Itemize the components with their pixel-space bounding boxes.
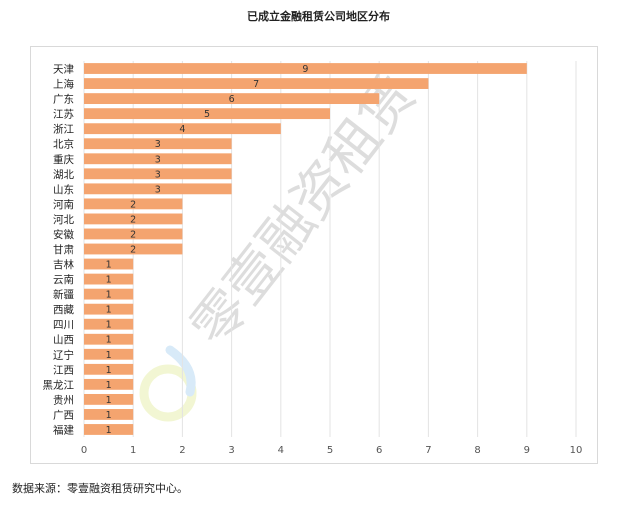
data-label: 3	[155, 184, 161, 195]
data-label: 1	[106, 260, 112, 271]
data-label: 1	[106, 305, 112, 316]
bar	[84, 168, 232, 180]
category-label: 浙江	[53, 124, 74, 136]
category-label: 上海	[53, 78, 74, 91]
x-tick-label: 2	[179, 445, 185, 456]
data-label: 5	[204, 109, 210, 120]
bar	[84, 303, 134, 315]
bar	[84, 424, 134, 435]
category-label: 重庆	[53, 153, 74, 166]
x-tick-label: 7	[425, 445, 431, 456]
data-label: 2	[130, 229, 136, 240]
data-label: 2	[130, 245, 136, 256]
x-tick-label: 1	[130, 445, 136, 456]
category-label: 北京	[53, 138, 74, 151]
data-label: 4	[179, 124, 185, 135]
bar	[84, 138, 232, 150]
bar	[84, 183, 232, 195]
watermark-logo	[139, 345, 197, 422]
category-label: 河南	[53, 198, 74, 211]
bar	[84, 348, 134, 360]
category-label: 湖北	[53, 169, 74, 181]
data-label: 1	[106, 275, 112, 286]
bar	[84, 333, 134, 345]
x-tick-label: 4	[278, 445, 284, 456]
category-label: 安徽	[53, 228, 74, 241]
category-label: 江西	[53, 364, 74, 376]
data-label: 1	[106, 395, 112, 406]
data-label: 3	[155, 139, 161, 150]
watermark-text: 零壹融资租赁	[179, 64, 428, 358]
data-label: 9	[302, 64, 308, 75]
category-label: 四川	[53, 319, 74, 331]
category-label: 贵州	[53, 393, 74, 406]
chart-frame	[30, 46, 598, 464]
x-tick-label: 10	[570, 445, 583, 456]
category-label: 甘肃	[53, 243, 74, 256]
data-label: 6	[229, 94, 235, 105]
bar	[84, 153, 232, 165]
x-tick-label: 5	[327, 445, 333, 456]
bar	[84, 378, 134, 390]
category-label: 吉林	[53, 258, 74, 271]
bar	[84, 63, 527, 74]
data-label: 7	[253, 79, 259, 90]
x-tick-label: 9	[524, 445, 530, 456]
category-label: 广西	[53, 409, 74, 421]
bar	[84, 393, 134, 405]
data-label: 1	[106, 350, 112, 361]
x-tick-label: 0	[81, 445, 87, 456]
category-label: 山西	[53, 334, 74, 346]
bar	[84, 288, 134, 300]
category-label: 江苏	[53, 108, 74, 121]
bar	[84, 228, 183, 240]
bar	[84, 243, 183, 255]
category-label: 山东	[53, 183, 74, 196]
bar	[84, 258, 134, 270]
chart-title: 已成立金融租赁公司地区分布	[247, 10, 390, 23]
bar	[84, 409, 134, 420]
x-tick-label: 3	[228, 445, 234, 456]
category-label: 西藏	[53, 304, 74, 316]
data-label: 1	[106, 425, 112, 436]
data-label: 1	[106, 365, 112, 376]
category-label: 福建	[53, 423, 74, 436]
bar	[84, 213, 183, 225]
bar	[84, 123, 281, 135]
bar	[84, 93, 380, 105]
category-label: 云南	[53, 273, 74, 286]
category-label: 新疆	[53, 288, 74, 301]
bar	[84, 273, 134, 285]
category-label: 黑龙江	[43, 378, 75, 391]
category-label: 河北	[53, 214, 74, 226]
x-tick-label: 6	[376, 445, 382, 456]
data-label: 3	[155, 154, 161, 165]
x-tick-label: 8	[474, 445, 480, 456]
bar	[84, 78, 429, 89]
data-label: 1	[106, 320, 112, 331]
data-label: 3	[155, 169, 161, 180]
bar	[84, 318, 134, 330]
bar	[84, 108, 330, 120]
data-label: 1	[106, 380, 112, 391]
data-label: 1	[106, 290, 112, 301]
category-label: 辽宁	[53, 348, 74, 361]
source-note: 数据来源：零壹融资租赁研究中心。	[12, 482, 188, 495]
data-label: 2	[130, 199, 136, 210]
data-label: 1	[106, 410, 112, 421]
bar	[84, 363, 134, 375]
category-label: 天津	[53, 64, 74, 76]
bar	[84, 198, 183, 210]
category-label: 广东	[53, 93, 74, 106]
data-label: 2	[130, 214, 136, 225]
data-label: 1	[106, 335, 112, 346]
